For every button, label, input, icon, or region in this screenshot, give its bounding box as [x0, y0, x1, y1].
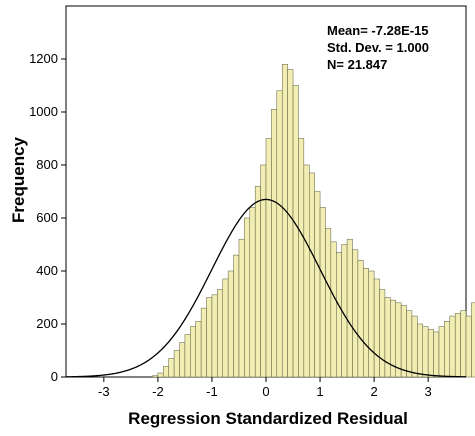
histogram-bar: [417, 323, 424, 378]
x-axis-ticks: -3 -2 -1 0 1 2 3: [98, 377, 432, 399]
histogram-bar: [379, 289, 386, 378]
histogram-bar: [211, 294, 218, 378]
histogram-bar: [319, 207, 326, 378]
histogram-bar: [465, 315, 472, 378]
histogram-bar: [168, 358, 175, 378]
x-tick-label: 3: [425, 384, 432, 399]
x-tick-label: 1: [316, 384, 323, 399]
histogram-bar: [260, 164, 267, 378]
histogram-bar: [325, 228, 332, 378]
histogram-bar: [276, 90, 283, 378]
x-axis-title: Regression Standardized Residual: [128, 409, 408, 428]
stats-box: Mean= -7.28E-15 Std. Dev. = 1.000 N= 21.…: [325, 20, 455, 74]
y-tick-label: 800: [36, 157, 58, 172]
histogram-bar: [217, 289, 224, 378]
stats-mean: Mean= -7.28E-15: [327, 23, 429, 38]
y-tick-label: 1000: [29, 104, 58, 119]
histogram-bar: [249, 207, 256, 378]
histogram-bar: [233, 254, 240, 378]
histogram-bar: [287, 69, 294, 378]
histogram-bar: [152, 375, 159, 378]
histogram-bar: [395, 302, 402, 378]
histogram-bar: [184, 334, 191, 378]
histogram-bar: [281, 64, 288, 378]
histogram-bar: [163, 366, 169, 378]
x-tick-label: -1: [206, 384, 218, 399]
histogram-bar: [336, 252, 342, 378]
histogram-bar: [357, 260, 364, 378]
histogram-bar: [271, 109, 278, 378]
histogram-bar: [238, 238, 245, 378]
histogram-bar: [373, 278, 380, 378]
x-tick-label: 0: [262, 384, 269, 399]
x-tick-label: -2: [152, 384, 164, 399]
x-tick-label: -3: [98, 384, 110, 399]
histogram-bar: [411, 315, 418, 378]
histogram-bar: [190, 326, 196, 378]
stats-n: N= 21.847: [327, 57, 387, 72]
histogram-bar: [308, 172, 315, 378]
histogram-bar: [157, 372, 164, 378]
histogram-bar: [406, 310, 413, 378]
histogram-bar: [438, 326, 445, 378]
histogram-bar: [265, 138, 272, 378]
histogram-bar: [303, 164, 310, 378]
histogram-bar: [346, 238, 353, 378]
y-tick-label: 600: [36, 210, 58, 225]
stats-std-dev: Std. Dev. = 1.000: [327, 40, 429, 55]
y-tick-label: 1200: [29, 51, 58, 66]
y-tick-label: 400: [36, 263, 58, 278]
histogram-bar: [244, 217, 251, 378]
y-axis-title: Frequency: [9, 136, 28, 223]
histogram-bar: [460, 310, 467, 378]
histogram-bar: [254, 185, 261, 378]
histogram-bar: [454, 313, 461, 378]
histogram-bar: [433, 331, 440, 378]
normal-curve: [65, 198, 467, 378]
histogram-bar: [330, 241, 337, 378]
histogram-bar: [422, 326, 429, 378]
histogram-bar: [227, 270, 234, 378]
y-tick-label: 0: [51, 369, 58, 384]
histogram-bar: [179, 342, 186, 378]
histogram-bars: [152, 64, 475, 378]
histogram-bar: [384, 297, 391, 378]
histogram-bar: [363, 268, 369, 378]
histogram-bar: [314, 191, 321, 378]
histogram-bar: [368, 270, 375, 378]
histogram-bar: [471, 302, 475, 378]
stats-box-background: [325, 20, 455, 74]
histogram-bar: [206, 297, 213, 378]
histogram-bar: [444, 321, 451, 378]
x-tick-label: 2: [370, 384, 377, 399]
histogram-bar: [173, 350, 180, 378]
y-axis-ticks: 0 200 400 600 800 1000 1200: [29, 51, 66, 384]
histogram-bar: [298, 138, 305, 378]
histogram-bar: [400, 305, 407, 378]
histogram-bar: [200, 307, 207, 378]
histogram-bar: [352, 249, 359, 378]
histogram-bar: [292, 85, 299, 378]
histogram-bar: [195, 321, 202, 378]
histogram-bar: [222, 278, 229, 378]
histogram-bar: [427, 329, 434, 378]
y-tick-label: 200: [36, 316, 58, 331]
histogram-bar: [449, 315, 456, 378]
